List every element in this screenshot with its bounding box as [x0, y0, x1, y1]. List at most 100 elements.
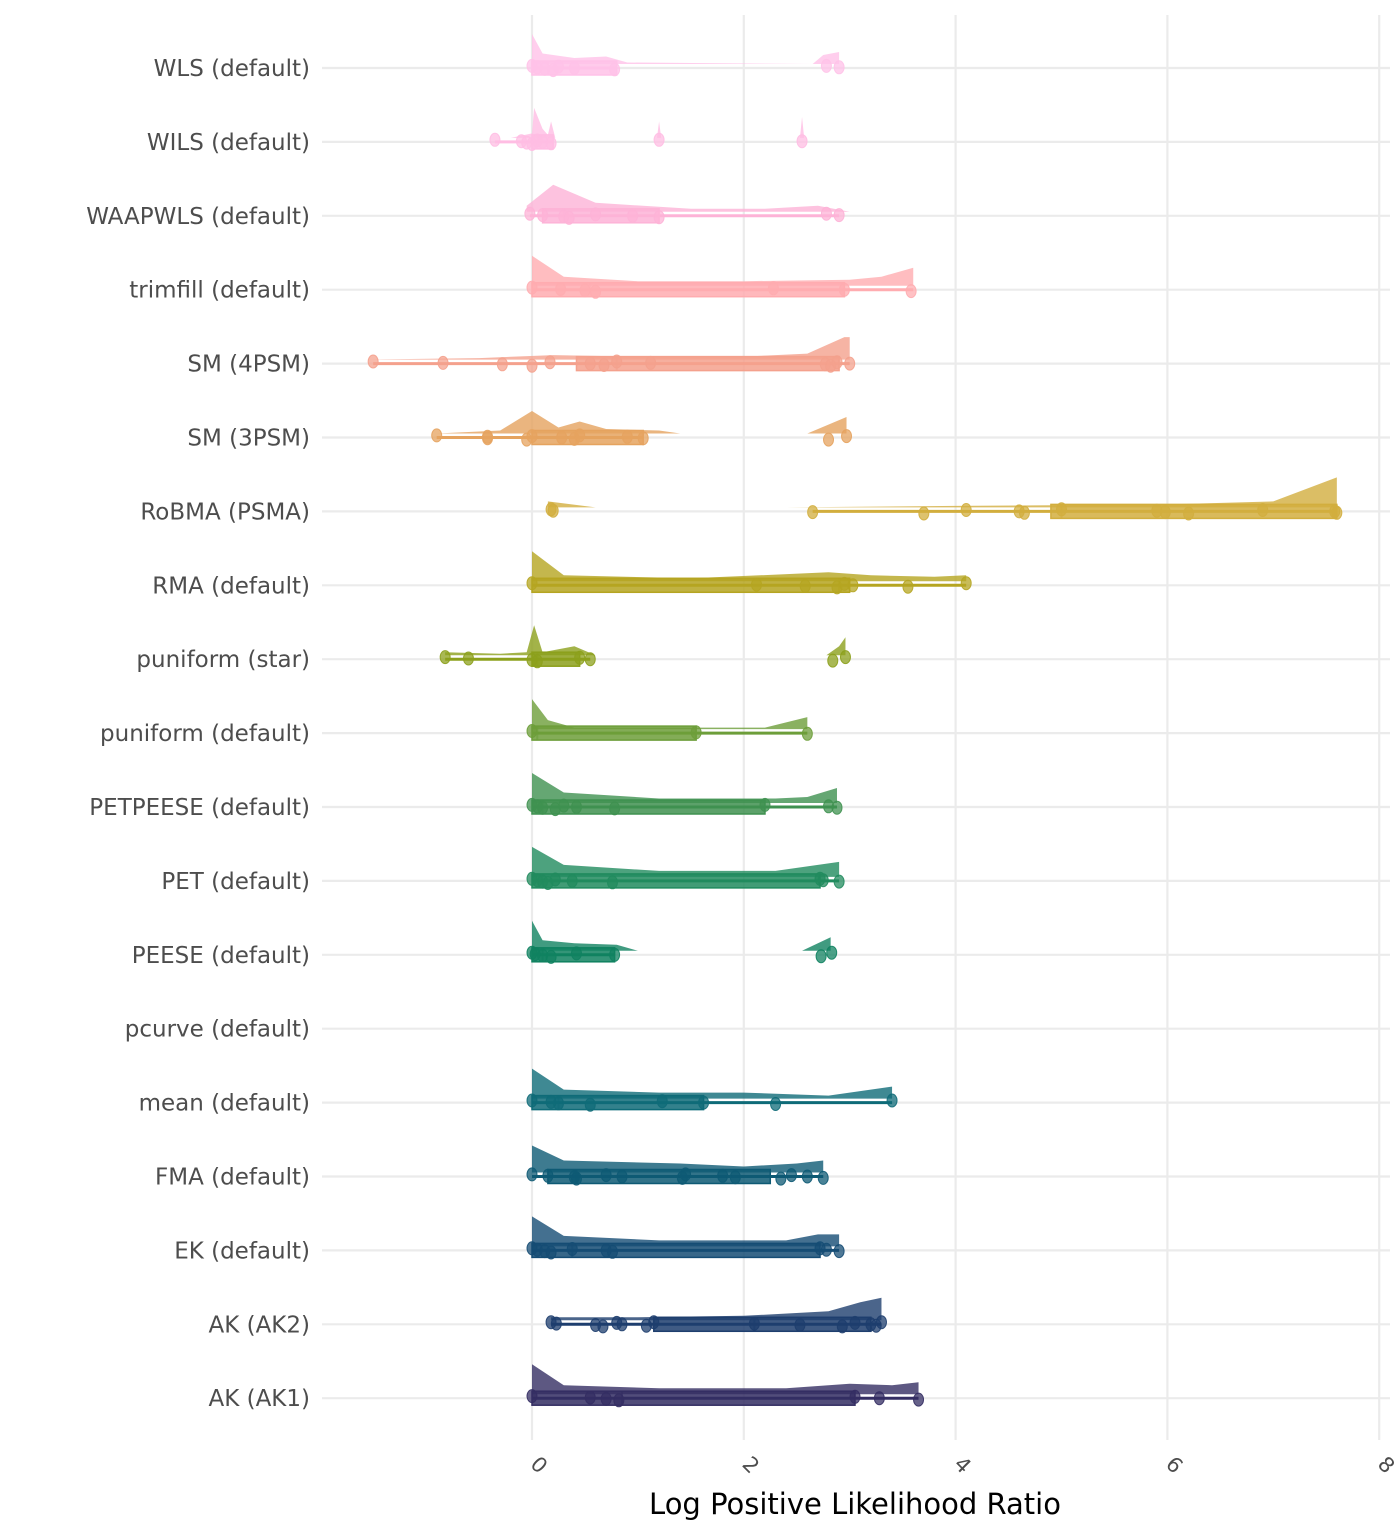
data-point: [555, 282, 567, 296]
y-axis-label: puniform (star): [136, 647, 310, 673]
x-tick-label: 4: [949, 1452, 975, 1478]
y-axis-label: WLS (default): [154, 56, 310, 82]
data-point: [849, 1315, 861, 1330]
data-point: [918, 506, 930, 521]
data-point: [616, 1317, 628, 1332]
series-row: [367, 337, 856, 373]
data-point: [439, 650, 451, 665]
x-tick-label: 6: [1161, 1452, 1187, 1478]
y-axis-label: PETPEESE (default): [89, 795, 310, 821]
data-point: [526, 358, 538, 373]
data-point: [524, 206, 536, 221]
data-point: [537, 800, 549, 815]
data-point: [690, 725, 702, 740]
data-point: [537, 208, 549, 223]
density-curve: [547, 477, 1337, 508]
data-point: [807, 505, 819, 520]
data-point: [823, 432, 835, 447]
data-point: [437, 355, 449, 370]
y-axis-labels: WLS (default) WILS (default) WAAPWLS (defa…: [86, 56, 310, 1412]
data-point: [729, 1170, 741, 1185]
data-point: [796, 134, 808, 149]
series-row: [526, 1068, 898, 1112]
data-point: [609, 801, 621, 816]
data-point: [556, 430, 568, 445]
data-point: [844, 356, 856, 371]
series-row: [526, 551, 972, 595]
data-point: [574, 428, 586, 443]
data-point: [645, 355, 657, 370]
data-point: [817, 1170, 829, 1185]
data-point: [563, 210, 575, 225]
box: [531, 1390, 856, 1406]
density-curve: [532, 920, 831, 951]
data-point: [775, 1171, 787, 1186]
data-point: [815, 949, 827, 964]
density-curve: [532, 1216, 840, 1247]
data-point: [801, 726, 813, 741]
y-axis-label: AK (AK2): [208, 1312, 310, 1338]
data-point: [584, 1097, 596, 1112]
y-axis-label: RoBMA (PSMA): [140, 499, 310, 525]
data-point: [886, 1093, 898, 1108]
y-axis-label: puniform (default): [100, 721, 310, 747]
series-row: [526, 255, 917, 299]
data-point: [482, 431, 494, 446]
data-point: [905, 284, 917, 299]
data-point: [590, 284, 602, 299]
series-row: [526, 699, 813, 741]
data-point: [637, 431, 649, 446]
density-curve: [532, 699, 808, 730]
data-point: [613, 1393, 625, 1408]
data-point: [717, 1168, 729, 1183]
data-point: [568, 61, 580, 75]
data-point: [526, 1093, 538, 1108]
box: [531, 725, 697, 741]
data-point: [833, 208, 845, 223]
data-point: [549, 872, 561, 887]
data-point: [552, 59, 564, 74]
data-point: [609, 62, 621, 77]
data-point: [621, 429, 633, 444]
data-point: [462, 651, 474, 666]
data-point: [820, 206, 832, 221]
data-point: [570, 946, 582, 961]
y-axis-label: WAAPWLS (default): [86, 204, 310, 230]
density-curve: [532, 773, 837, 803]
data-point: [831, 355, 843, 370]
data-point: [849, 1389, 861, 1404]
data-point: [489, 132, 501, 147]
data-point: [526, 1389, 538, 1404]
data-point: [544, 355, 556, 370]
data-point: [833, 60, 845, 75]
data-point: [1159, 505, 1171, 520]
x-tick-label: 2: [738, 1452, 764, 1478]
data-point: [526, 724, 538, 738]
data-point: [1257, 503, 1269, 517]
data-point: [600, 1168, 612, 1183]
data-point: [526, 1167, 538, 1182]
data-point: [606, 875, 618, 890]
data-point: [600, 1391, 612, 1406]
data-point: [496, 357, 508, 372]
series-row: [431, 411, 853, 447]
data-point: [767, 281, 779, 296]
data-point: [570, 1171, 582, 1186]
data-point: [831, 800, 843, 815]
data-point: [616, 1169, 628, 1184]
data-point: [748, 1316, 760, 1331]
data-point: [1331, 505, 1343, 520]
data-point: [653, 132, 665, 147]
y-axis-label: WILS (default): [147, 130, 310, 156]
data-point: [648, 1315, 660, 1330]
density-curve: [532, 255, 914, 286]
series-row: [526, 34, 845, 78]
density-curve: [445, 625, 846, 656]
data-point: [680, 1167, 692, 1182]
data-point: [558, 798, 570, 813]
x-axis-title: Log Positive Likelihood Ratio: [649, 1487, 1061, 1521]
data-point: [627, 208, 639, 223]
series-row: [526, 1364, 925, 1408]
box: [1050, 503, 1338, 520]
data-point: [833, 874, 845, 889]
